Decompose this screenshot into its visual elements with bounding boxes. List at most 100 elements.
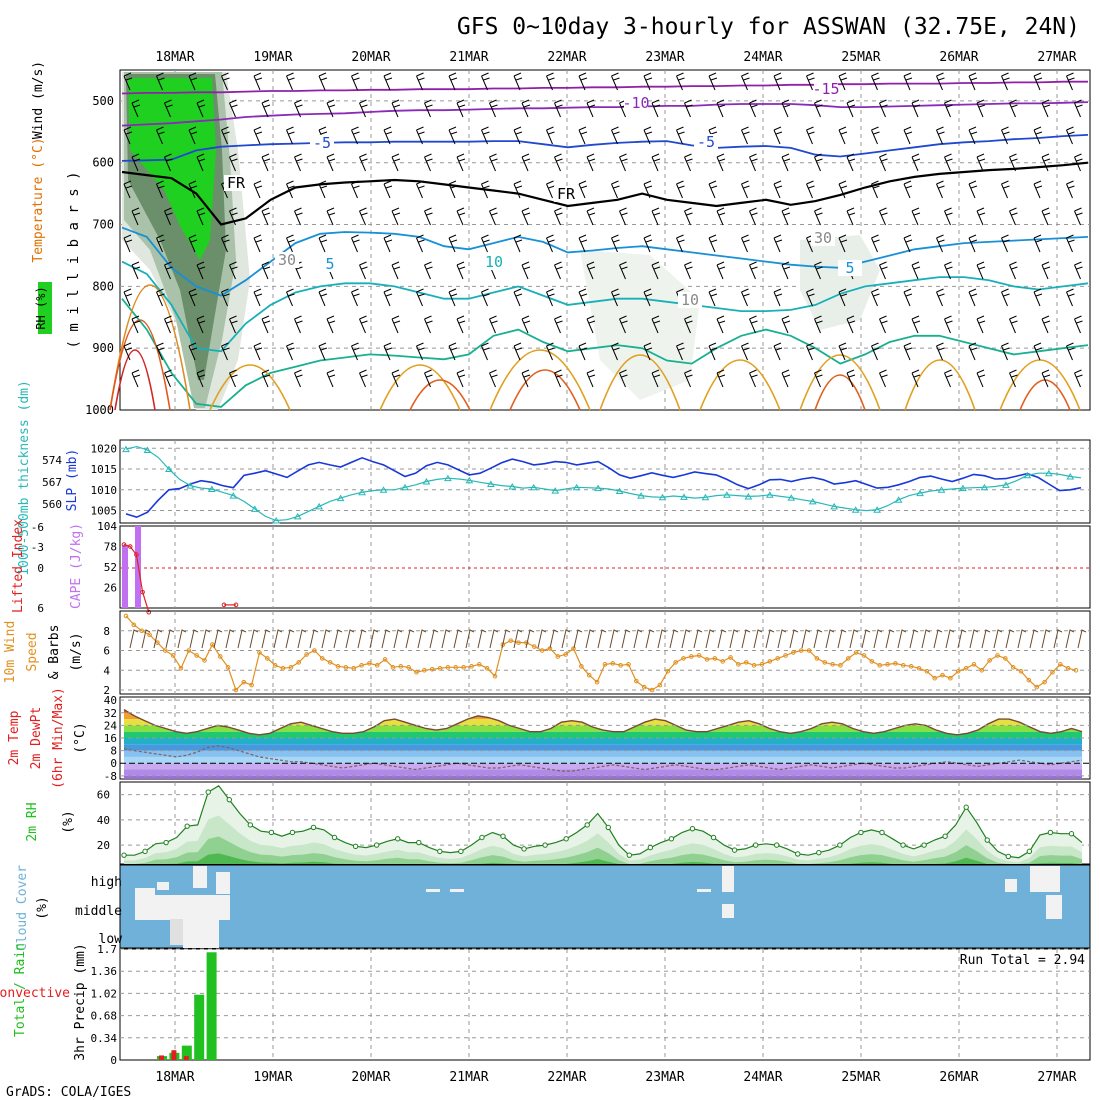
wind-marker [979, 667, 985, 673]
wind-barb [1041, 99, 1051, 118]
surface-wind-barb [333, 629, 343, 649]
wind-barb [643, 72, 653, 91]
cloud-block [722, 866, 734, 892]
wind-marker [374, 663, 380, 668]
li-marker [134, 552, 139, 557]
surface-wind-barb [549, 629, 559, 649]
wind-marker [932, 675, 937, 681]
wind-barb [359, 207, 368, 226]
wind-barb [286, 342, 295, 361]
thickness-marker [744, 492, 753, 500]
wind-marker [398, 664, 404, 669]
wind-marker [846, 656, 851, 661]
wind-barb [521, 153, 531, 172]
wind-barb [481, 288, 490, 307]
wind-barb [164, 369, 173, 388]
surface-wind-barb [141, 629, 151, 649]
wind-barb [968, 126, 978, 145]
wind-barb [846, 207, 856, 226]
date-label-bottom: 20MAR [351, 1070, 390, 1085]
surface-wind-barb [537, 629, 547, 649]
isotherm-warm [209, 364, 291, 411]
wind-barb [944, 369, 953, 388]
wind-marker [194, 653, 199, 658]
contour-label: 30 [814, 229, 832, 247]
wind-marker [422, 667, 427, 673]
wind-barb [903, 288, 913, 307]
thickness-marker [916, 489, 924, 497]
rh-tick: 60 [97, 789, 110, 802]
rh-marker [921, 842, 927, 848]
cloud-block [193, 866, 207, 888]
cloud-level-label: high [91, 875, 122, 890]
wind-barb [1066, 180, 1075, 199]
axis-label-wind-units: (m/s) [69, 632, 84, 671]
wind-barb [684, 153, 693, 172]
date-label-top: 27MAR [1037, 50, 1076, 65]
pressure-tick: 700 [92, 218, 114, 232]
cloud-level-label: middle [75, 904, 122, 919]
wind-marker [814, 656, 820, 661]
wind-barb [741, 234, 750, 253]
pressure-tick: 600 [92, 156, 114, 170]
wind-marker [602, 662, 608, 667]
rh-marker [774, 842, 780, 848]
temp-band [124, 763, 1082, 770]
wind-marker [940, 672, 945, 678]
surface-wind-barb [561, 629, 571, 649]
wind-marker [437, 666, 443, 671]
wind-barb [741, 126, 750, 145]
wind-barb [221, 342, 230, 361]
wind-barb [936, 234, 945, 253]
wind-barb [651, 99, 661, 118]
wind-barb [846, 153, 856, 172]
axis-label-temp-units: (°C) [73, 722, 88, 753]
date-label-top: 20MAR [351, 50, 390, 65]
wind-marker [453, 665, 459, 670]
wind-barb [554, 261, 563, 280]
thickness-marker [336, 494, 345, 502]
wind-barb [521, 369, 531, 388]
wind-marker [367, 661, 372, 666]
rh-marker [626, 852, 633, 858]
rh-marker [521, 846, 527, 852]
wind-marker [728, 655, 733, 660]
li-marker [146, 609, 152, 615]
wind-barb [716, 207, 726, 226]
wind-marker [477, 662, 482, 667]
chart-title: GFS 0~10day 3-hourly for ASSWAN (32.75E,… [457, 14, 1080, 40]
wind-barb [383, 288, 393, 307]
contour-label-bg [814, 81, 838, 97]
wind-barb [383, 72, 393, 91]
rh-marker [163, 839, 169, 846]
rh-marker [879, 829, 885, 836]
wind-barb [489, 153, 498, 172]
contour-label-bg [694, 134, 718, 150]
wind-barb [741, 342, 750, 361]
wind-barb [968, 72, 978, 91]
thickness-marker [1066, 473, 1075, 480]
wind-barb [416, 180, 425, 199]
thickness-marker [444, 474, 452, 482]
wind-barb [643, 234, 653, 253]
date-label-bottom: 22MAR [547, 1070, 586, 1085]
rh-area-30 [580, 250, 700, 400]
wind-barb [456, 99, 466, 118]
isotherm-warm [814, 374, 866, 411]
wind-barb [391, 99, 401, 118]
surface-wind-barb [801, 629, 811, 649]
wind-barb [326, 369, 336, 388]
thickness-marker [165, 465, 173, 473]
date-label-top: 23MAR [645, 50, 684, 65]
surface-wind-barb [633, 629, 643, 649]
wind-marker [822, 660, 828, 665]
precip-total-bar [181, 1045, 192, 1060]
wind-barb [814, 369, 823, 388]
wind-barb [383, 180, 393, 199]
slp-tick: 1005 [91, 505, 118, 518]
wind-barb [619, 153, 628, 172]
cloud-block [426, 889, 440, 892]
slp-line [125, 456, 1082, 519]
temp-band [124, 738, 1082, 745]
wind-barb [416, 342, 425, 361]
